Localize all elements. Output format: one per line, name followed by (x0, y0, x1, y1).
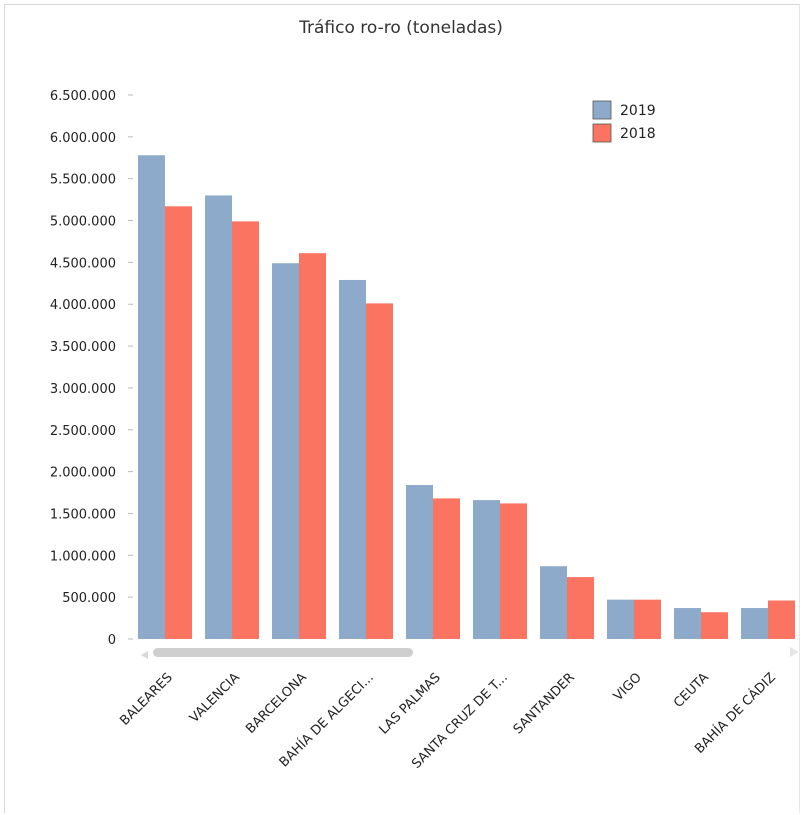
y-tick-label: 1.000.000 (50, 549, 116, 564)
bar-2019[interactable] (339, 279, 366, 639)
bar-2018[interactable] (366, 303, 393, 639)
bar-2019[interactable] (540, 566, 567, 639)
y-tick-label: 5.500.000 (50, 173, 116, 188)
bar-2018[interactable] (701, 612, 728, 639)
bar-2019[interactable] (674, 608, 701, 639)
bar-2019[interactable] (607, 599, 634, 639)
y-tick-label: 4.000.000 (50, 298, 116, 313)
bar-2018[interactable] (165, 206, 192, 639)
y-tick-label: 2.500.000 (50, 424, 116, 439)
y-tick-label: 3.000.000 (50, 382, 116, 397)
x-tick-label: BALEARES (117, 670, 175, 728)
scrollbar-thumb[interactable] (153, 648, 413, 657)
bar-2019[interactable] (272, 263, 299, 639)
x-tick-label: VIGO (611, 670, 645, 704)
left-arrow-icon[interactable] (141, 651, 148, 659)
bars (138, 155, 795, 640)
bar-2019[interactable] (406, 485, 433, 639)
legend-label: 2018 (620, 126, 656, 142)
right-arrow-icon[interactable] (790, 647, 799, 657)
chart-frame (4, 4, 800, 813)
bar-2019[interactable] (138, 155, 165, 639)
y-tick-label: 6.000.000 (50, 131, 116, 146)
bar-2018[interactable] (768, 600, 795, 639)
horizontal-scrollbar[interactable] (141, 647, 799, 659)
bar-2019[interactable] (473, 500, 500, 639)
legend-label: 2019 (620, 103, 656, 119)
y-tick-label: 0 (108, 633, 116, 648)
y-tick-label: 3.500.000 (50, 340, 116, 355)
legend-swatch (592, 123, 612, 143)
x-tick-label: VALENCIA (187, 670, 243, 726)
y-tick-label: 2.000.000 (50, 466, 116, 481)
bar-2019[interactable] (741, 608, 768, 639)
x-tick-label: CEUTA (671, 670, 712, 711)
bar-2018[interactable] (500, 503, 527, 639)
bar-2019[interactable] (205, 195, 232, 639)
y-tick-label: 5.000.000 (50, 215, 116, 230)
chart-title: Tráfico ro-ro (toneladas) (299, 18, 503, 38)
bar-2018[interactable] (299, 253, 326, 639)
y-tick-label: 500.000 (62, 591, 116, 606)
y-tick-label: 6.500.000 (50, 89, 116, 104)
bar-2018[interactable] (232, 221, 259, 640)
bar-2018[interactable] (567, 577, 594, 639)
x-tick-label: LAS PALMAS (376, 670, 443, 737)
y-axis: 0 500.000 1.000.000 1.500.000 2.000.000 2.500… (50, 89, 133, 648)
bar-2018[interactable] (634, 599, 661, 639)
y-tick-label: 4.500.000 (50, 256, 116, 271)
legend-swatch (592, 100, 612, 120)
x-tick-label: BARCELONA (243, 670, 310, 737)
x-tick-label: SANTANDER (511, 670, 578, 737)
legend: 2019 2018 (592, 100, 656, 143)
bar-2018[interactable] (433, 498, 460, 639)
y-tick-label: 1.500.000 (50, 507, 116, 522)
